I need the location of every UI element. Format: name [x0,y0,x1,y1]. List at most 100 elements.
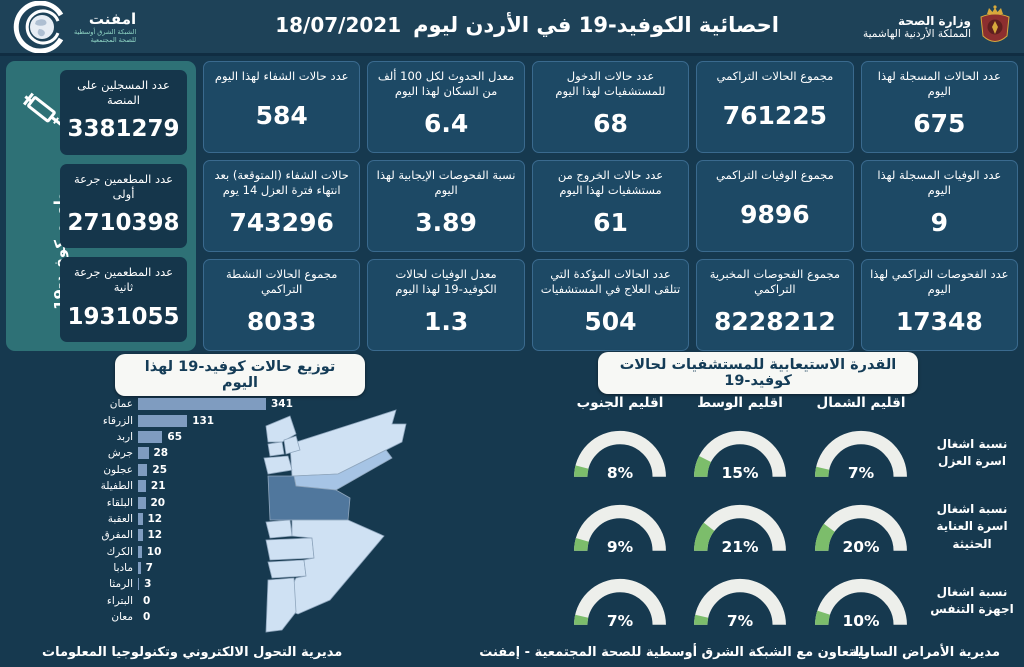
distribution-chart-title: توزيع حالات كوفيد-19 لهذا اليوم [115,354,365,396]
gauge: 7% [807,419,915,487]
stat-label: عدد الحالات المؤكدة التي تتلقى العلاج في… [540,267,681,296]
gauge: 7% [566,567,674,635]
bar-category-label: الزرقاء [102,414,133,427]
svg-text:20%: 20% [842,538,880,556]
svg-text:8%: 8% [607,464,634,482]
stat-card: عدد حالات الشفاء لهذا اليوم 584 [202,61,361,153]
footer-directorate-left: مديرية التحول الالكتروني وتكنولوجيا المع… [42,645,343,660]
stat-card: مجموع الحالات النشطة التراكمي 8033 [202,259,361,351]
vaccination-value: 1931055 [67,303,180,330]
stat-card: عدد الوفيات المسجلة لهذا اليوم 9 [860,160,1018,252]
stat-label: عدد حالات الشفاء لهذا اليوم [214,69,349,83]
stat-label: نسبة الفحوصات الإيجابية لهذا اليوم [376,168,516,197]
bar-row: البلقاء 20 [86,494,326,510]
title-text: احصائية الكوفيد-19 في الأردن ليوم [413,13,779,37]
bar-value: 25 [152,463,168,476]
svg-text:7%: 7% [848,464,875,482]
bar-category-label: البتراء [106,594,133,607]
header: وزارة الصحة المملكة الأردنية الهاشمية اح… [0,0,1024,56]
bar [138,545,142,558]
capacity-section-title: القدرة الاستيعابية للمستشفيات لحالات كوف… [598,352,918,394]
svg-text:7%: 7% [727,612,754,630]
svg-text:9%: 9% [607,538,634,556]
footer-directorate-right: مديرية الأمراض السارية [849,645,1000,660]
stat-column: مجموع الحالات التراكمي 761225 مجموع الوفيا… [696,61,854,351]
footer-collaboration: بالتعاون مع الشبكة الشرق أوسطية للصحة ال… [479,645,869,660]
bar-category-label: المفرق [101,529,133,542]
capacity-grid: اقليم الشمال اقليم الوسط اقليم الجنوب نس… [560,390,1022,638]
bar-row: الرمثا 3 [86,576,326,592]
map-region-tafileh [267,559,307,579]
map-region-maan [281,519,385,615]
stat-value: 9896 [740,200,810,230]
map-region-amman [267,475,351,521]
bar-value: 20 [150,496,166,509]
bar-value: 3 [144,578,152,591]
bar [138,578,140,591]
bar-value: 28 [153,447,169,460]
vaccination-label: عدد المسجلين على المنصة [77,78,170,107]
bar [138,512,143,525]
stat-label: عدد الفحوصات التراكمي لهذا اليوم [870,267,1009,296]
gauge-svg: 20% [815,504,907,556]
svg-text:21%: 21% [721,538,759,556]
stat-value: 6.4 [423,108,469,138]
stat-value: 675 [913,108,966,138]
vaccination-card: عدد المطعمين جرعة ثانية 1931055 [60,257,187,343]
bar [138,398,266,411]
report-date: 18/07/2021 [275,13,402,37]
stat-card: مجموع الحالات التراكمي 761225 [696,61,854,153]
stat-label: عدد حالات الدخول للمستشفيات لهذا اليوم [555,69,666,98]
stat-label: مجموع الحالات النشطة التراكمي [225,267,338,296]
stat-value: 1.3 [423,306,469,336]
stat-label: مجموع الفحوصات المخبرية التراكمي [709,267,841,296]
bar-category-label: العقبة [107,512,133,525]
stat-card: حالات الشفاء (المتوقعة) بعد انتهاء فترة … [202,160,361,252]
stat-value: 743296 [229,207,334,237]
bottom-section: توزيع حالات كوفيد-19 لهذا اليوم عمان 341 ا… [0,352,1024,640]
gauge: 21% [686,493,794,561]
stat-value: 8228212 [714,306,836,336]
bar-value: 341 [271,398,293,411]
ministry-branding: وزارة الصحة المملكة الأردنية الهاشمية [863,4,1012,50]
stat-card: مجموع الوفيات التراكمي 9896 [696,160,854,252]
gauge-svg: 15% [694,430,786,482]
gauge-svg: 7% [694,578,786,630]
stat-label: معدل الوفيات لحالات الكوفيد-19 لهذا اليو… [395,267,497,296]
stat-label: مجموع الحالات التراكمي [716,69,834,83]
ministry-text: وزارة الصحة المملكة الأردنية الهاشمية [863,14,971,40]
map-region-ajloun [267,441,285,457]
stat-card: مجموع الفحوصات المخبرية التراكمي 8228212 [696,259,854,351]
bar [138,480,146,493]
gauge: 9% [566,493,674,561]
bar-category-label: الطفيلة [100,480,133,493]
stat-label: عدد الوفيات المسجلة لهذا اليوم [877,168,1002,197]
capacity-row-label: نسبة اشغال اجهزة التنفس [930,584,1014,616]
bar-row: العقبة 12 [86,511,326,527]
vaccination-card: عدد المسجلين على المنصة 3381279 [60,70,187,155]
map-region-madaba [265,519,293,539]
syringe-icon [22,92,64,127]
bar-category-label: اربد [116,430,133,443]
emphnet-branding: امفنت الشبكة الشرق أوسطية للصحة المجتمعي… [12,0,136,53]
emphnet-text: امفنت الشبكة الشرق أوسطية للصحة المجتمعي… [74,10,136,44]
vaccination-card: عدد المطعمين جرعة أولى 2710398 [60,163,187,249]
jordan-map [263,409,407,633]
vaccination-cards: عدد المسجلين على المنصة 3381279 عدد المطعم… [60,70,187,343]
emphnet-subtitle-1: الشبكة الشرق أوسطية [74,27,137,36]
stat-value: 8033 [246,306,317,336]
stat-value: 504 [584,306,637,336]
bar-row: اربد 65 [86,429,326,445]
bar-row: الزرقاء 131 [86,412,326,428]
stat-label: حالات الشفاء (المتوقعة) بعد انتهاء فترة … [214,168,349,197]
emphnet-subtitle-2: للصحة المجتمعية [90,35,137,44]
bar-row: الطفيلة 21 [86,478,326,494]
bar-row: البتراء 0 [86,593,326,609]
vaccination-label: عدد المطعمين جرعة أولى [73,171,173,201]
vaccination-panel: مطعوم كوفيد-19 عدد المسجلين على المنصة33… [6,61,196,351]
stat-value: 3.89 [415,207,477,237]
vaccination-value: 2710398 [67,209,180,236]
jordan-coat-of-arms-icon [980,4,1010,42]
gauge: 20% [807,493,915,561]
